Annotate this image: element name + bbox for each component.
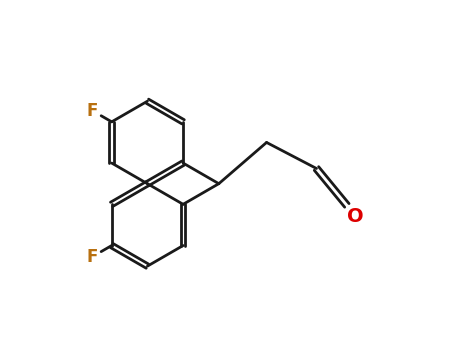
Text: F: F [86,102,98,120]
Text: O: O [347,206,364,226]
Text: F: F [86,248,98,266]
